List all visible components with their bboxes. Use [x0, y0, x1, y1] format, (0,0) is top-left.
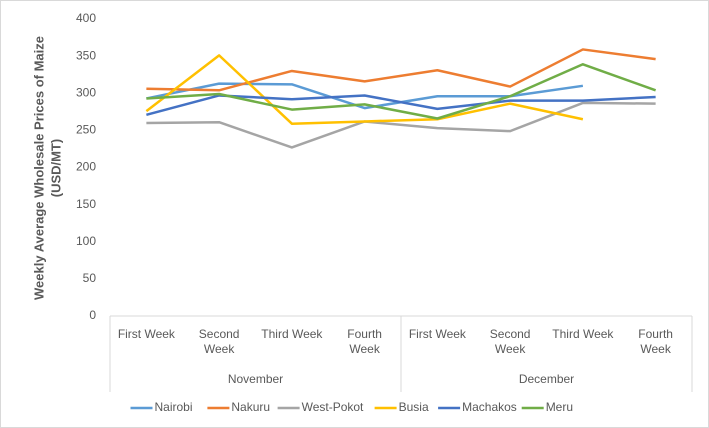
y-tick-label: 200	[76, 160, 96, 174]
legend-label: Meru	[546, 400, 573, 414]
y-tick-label: 150	[76, 197, 96, 211]
series-line	[146, 101, 656, 149]
y-tick-label: 0	[89, 308, 96, 322]
series-line	[146, 48, 656, 92]
legend-label: Machakos	[462, 400, 517, 414]
group-label: December	[519, 372, 574, 386]
x-tick-label: Fourth Week	[638, 327, 673, 356]
y-tick-label: 400	[76, 11, 96, 25]
legend-label: West-Pokot	[302, 400, 364, 414]
legend-label: Busia	[399, 400, 429, 414]
series-line	[146, 63, 657, 120]
group-label: November	[228, 372, 283, 386]
y-tick-label: 100	[76, 234, 96, 248]
legend-label: Nakuru	[231, 400, 270, 414]
y-tick-label: 50	[83, 271, 97, 285]
series-line	[145, 54, 584, 125]
y-axis-label: Weekly Average Wholesale Prices of Maize	[31, 36, 46, 300]
x-tick-label: First Week	[117, 327, 175, 341]
x-tick-label: First Week	[408, 327, 466, 341]
y-tick-label: 350	[76, 48, 96, 62]
x-tick-label: Fourth Week	[347, 327, 382, 356]
x-tick-label: Third Week	[552, 327, 614, 341]
x-tick-label: Second Week	[489, 327, 531, 356]
legend-label: Nairobi	[155, 400, 193, 414]
y-axis-label: (USD/MT)	[48, 139, 63, 198]
x-tick-label: Third Week	[261, 327, 323, 341]
x-tick-label: Second Week	[198, 327, 240, 356]
y-tick-label: 250	[76, 123, 96, 137]
y-tick-label: 300	[76, 85, 96, 99]
